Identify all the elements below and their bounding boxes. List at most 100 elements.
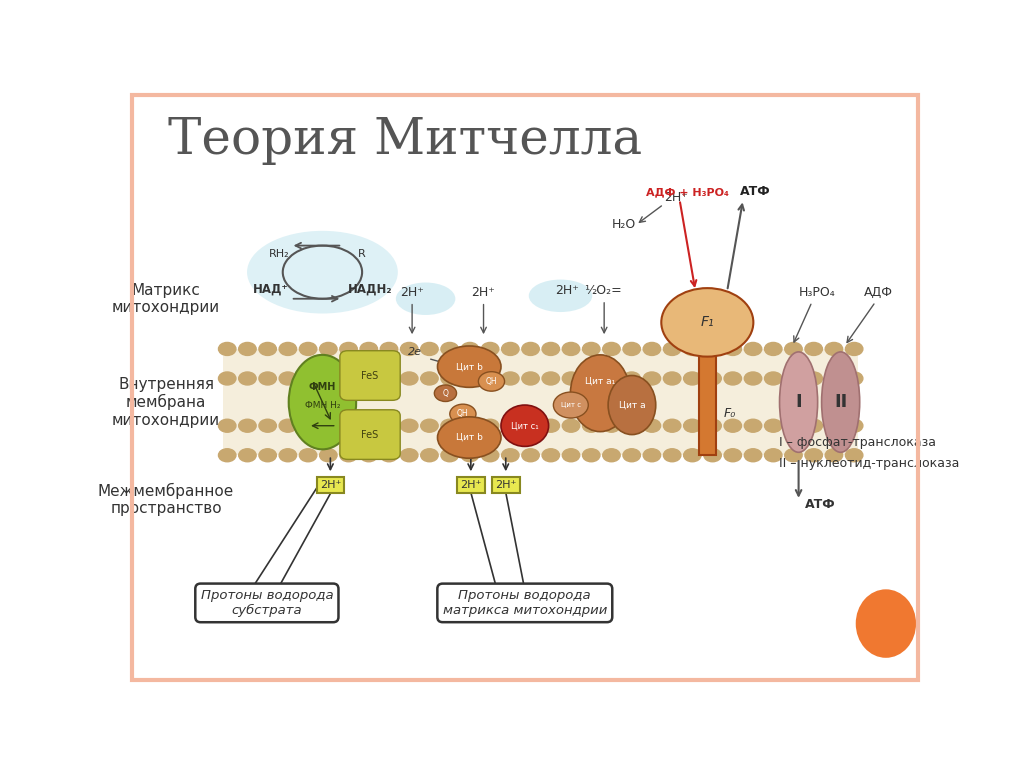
Circle shape	[784, 342, 802, 355]
Circle shape	[805, 372, 822, 385]
Circle shape	[360, 372, 378, 385]
Text: АТФ: АТФ	[805, 499, 836, 512]
Circle shape	[441, 420, 459, 433]
Circle shape	[259, 449, 276, 462]
Text: R: R	[358, 249, 366, 259]
Circle shape	[239, 420, 256, 433]
Circle shape	[542, 420, 559, 433]
Circle shape	[603, 420, 621, 433]
FancyBboxPatch shape	[340, 410, 400, 459]
Circle shape	[280, 449, 297, 462]
Text: Цит b: Цит b	[456, 362, 482, 371]
Circle shape	[562, 420, 580, 433]
Circle shape	[319, 449, 337, 462]
Text: 2H⁺: 2H⁺	[664, 191, 687, 204]
Ellipse shape	[528, 279, 592, 312]
Bar	[223, 349, 858, 456]
Text: ФМН: ФМН	[309, 382, 336, 393]
Circle shape	[846, 342, 863, 355]
Circle shape	[259, 342, 276, 355]
Ellipse shape	[821, 352, 860, 453]
Ellipse shape	[396, 282, 456, 315]
Circle shape	[280, 372, 297, 385]
Circle shape	[744, 420, 762, 433]
Text: 2H⁺: 2H⁺	[495, 480, 516, 490]
Circle shape	[259, 372, 276, 385]
Text: QH: QH	[485, 377, 498, 386]
Circle shape	[765, 372, 782, 385]
Text: I – фосфат-транслоказа: I – фосфат-транслоказа	[778, 436, 936, 449]
Text: Внутренняя
мембрана
митохондрии: Внутренняя мембрана митохондрии	[112, 377, 220, 428]
Circle shape	[684, 372, 701, 385]
Circle shape	[623, 342, 640, 355]
Circle shape	[502, 372, 519, 385]
Text: Цит а: Цит а	[618, 400, 645, 410]
Circle shape	[441, 372, 459, 385]
Circle shape	[562, 342, 580, 355]
Circle shape	[461, 372, 478, 385]
Text: Цит b: Цит b	[456, 433, 482, 442]
Circle shape	[340, 372, 357, 385]
Text: ФМН Н₂: ФМН Н₂	[305, 400, 340, 410]
Circle shape	[239, 449, 256, 462]
Circle shape	[825, 449, 843, 462]
Bar	[698, 349, 716, 456]
Circle shape	[502, 449, 519, 462]
Circle shape	[299, 372, 316, 385]
Circle shape	[280, 420, 297, 433]
Circle shape	[744, 449, 762, 462]
Circle shape	[340, 420, 357, 433]
Circle shape	[400, 420, 418, 433]
Text: Цит c: Цит c	[561, 402, 581, 408]
Circle shape	[340, 449, 357, 462]
Text: II: II	[834, 393, 847, 411]
Circle shape	[481, 372, 499, 385]
Circle shape	[239, 342, 256, 355]
Circle shape	[218, 449, 236, 462]
Circle shape	[583, 372, 600, 385]
Text: Цит а₁: Цит а₁	[585, 377, 615, 386]
Circle shape	[805, 420, 822, 433]
Circle shape	[603, 372, 621, 385]
Text: QH: QH	[457, 410, 469, 419]
Text: 2e: 2e	[409, 347, 422, 357]
Circle shape	[522, 449, 540, 462]
Circle shape	[846, 449, 863, 462]
Circle shape	[421, 342, 438, 355]
Circle shape	[340, 342, 357, 355]
Circle shape	[522, 342, 540, 355]
Circle shape	[502, 342, 519, 355]
Text: 2H⁺: 2H⁺	[400, 286, 424, 299]
Circle shape	[825, 372, 843, 385]
Circle shape	[319, 372, 337, 385]
Circle shape	[643, 420, 660, 433]
Circle shape	[360, 420, 378, 433]
Text: АДФ: АДФ	[863, 286, 893, 299]
Circle shape	[703, 342, 721, 355]
Circle shape	[684, 449, 701, 462]
Circle shape	[765, 420, 782, 433]
Ellipse shape	[247, 231, 397, 314]
Circle shape	[805, 449, 822, 462]
Circle shape	[218, 372, 236, 385]
Circle shape	[623, 420, 640, 433]
Text: АДФ + Н₃РО₄: АДФ + Н₃РО₄	[646, 187, 729, 197]
Circle shape	[603, 449, 621, 462]
Text: Цит c₁: Цит c₁	[511, 421, 539, 430]
Circle shape	[218, 420, 236, 433]
Ellipse shape	[289, 355, 356, 449]
Circle shape	[784, 420, 802, 433]
Text: Матрикс
митохондрии: Матрикс митохондрии	[112, 282, 220, 315]
Circle shape	[481, 342, 499, 355]
Circle shape	[765, 449, 782, 462]
Circle shape	[583, 420, 600, 433]
Text: FeS: FeS	[361, 370, 379, 380]
Text: F₀: F₀	[723, 407, 735, 420]
FancyBboxPatch shape	[340, 351, 400, 400]
Text: Межмембранное
пространство: Межмембранное пространство	[98, 482, 234, 516]
Ellipse shape	[856, 589, 916, 658]
Circle shape	[805, 342, 822, 355]
Circle shape	[765, 342, 782, 355]
Circle shape	[724, 449, 741, 462]
Text: 2H⁺: 2H⁺	[319, 480, 341, 490]
